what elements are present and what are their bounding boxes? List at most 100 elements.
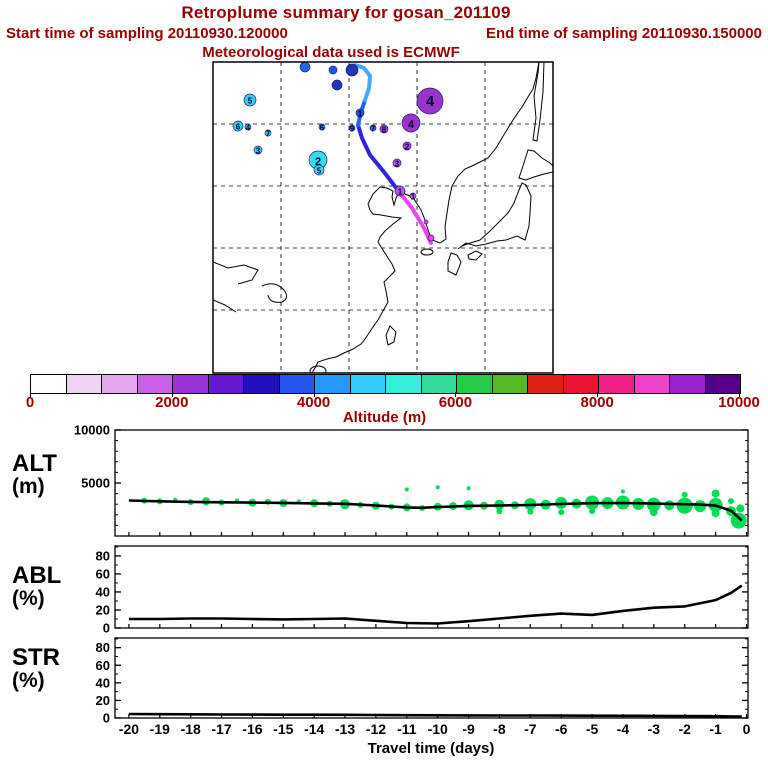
plume-marker	[345, 63, 359, 77]
colorbar-segment	[349, 375, 385, 393]
colorbar-segment	[491, 375, 527, 393]
residence-dot	[589, 508, 596, 515]
plume-marker	[416, 87, 444, 115]
panel-alt: 10000 5000	[74, 423, 749, 537]
residence-dot	[711, 509, 720, 518]
plume-marker-label: 2	[405, 143, 410, 152]
alt-label-text: ALT	[12, 450, 57, 477]
plume-marker	[299, 62, 311, 73]
coastline-northeast	[464, 62, 540, 170]
x-tick-label: -3	[648, 721, 661, 737]
panel-frame	[114, 429, 749, 537]
plume-marker-label: 4	[426, 93, 435, 110]
colorbar-segment	[136, 375, 172, 393]
river-line	[261, 283, 288, 303]
plume-marker	[244, 123, 252, 131]
residence-dot	[649, 508, 658, 517]
sampling-times: Start time of sampling 20110930.120000 E…	[6, 25, 762, 42]
x-tick-label: -2	[678, 721, 691, 737]
x-tick-label: -16	[242, 721, 262, 737]
y-tick-label: 0	[103, 621, 110, 636]
colorbar-segment	[65, 375, 101, 393]
plume-marker	[318, 123, 326, 131]
colorbar-segment	[385, 375, 421, 393]
residence-dot	[711, 489, 720, 498]
plume-marker-label: 6	[320, 124, 325, 133]
river-line	[213, 299, 237, 313]
x-tick-label: -10	[428, 721, 448, 737]
island-sakhalin	[532, 62, 545, 142]
plume-marker-label: 8	[382, 126, 387, 135]
colorbar-tick-label: 2000	[155, 394, 189, 411]
colorbar-title: Altitude (m)	[342, 409, 427, 426]
colorbar-segment	[669, 375, 705, 393]
y-tick-label: 80	[96, 548, 110, 563]
x-tick-label: -17	[211, 721, 231, 737]
plume-marker-label: 4	[246, 124, 251, 133]
island-shikoku	[467, 250, 483, 261]
colorbar-tick-label: 8000	[580, 394, 614, 411]
colorbar-segment	[420, 375, 456, 393]
altitude-colorbar	[30, 374, 741, 394]
colorbar-segment	[598, 375, 634, 393]
y-tick-label: 10000	[74, 423, 110, 438]
colorbar-segment	[278, 375, 314, 393]
x-tick-label: -14	[304, 721, 324, 737]
plume-marker	[348, 124, 356, 132]
alt-axis-label: ALT (m)	[12, 451, 57, 498]
plume-marker-label: 2	[315, 156, 321, 168]
y-tick-label: 5000	[81, 476, 110, 491]
figure-title: Retroplume summary for gosan_201109	[181, 3, 511, 22]
colorbar-segment	[243, 375, 279, 393]
island-kyushu	[447, 252, 462, 276]
x-tick-label: -8	[493, 721, 506, 737]
x-tick-label: -9	[462, 721, 475, 737]
x-axis-title: Travel time (days)	[368, 740, 495, 757]
str-axis-label: STR (%)	[12, 645, 60, 692]
plume-marker	[401, 113, 421, 133]
plume-marker-label: 7	[371, 125, 376, 134]
abl-line	[128, 584, 743, 625]
abl-unit-text: (%)	[12, 587, 45, 611]
colorbar-tickmark	[597, 392, 599, 397]
residence-dot	[466, 486, 471, 491]
plume-marker-label: 6	[236, 123, 241, 132]
residence-dot	[435, 485, 440, 490]
str-unit-text: (%)	[12, 669, 45, 693]
residence-dot	[664, 500, 675, 511]
x-tick-label: -7	[524, 721, 537, 737]
y-tick-label: 60	[96, 566, 110, 581]
island-taiwan	[385, 325, 397, 346]
residence-dot	[620, 489, 625, 494]
residence-dot	[496, 508, 503, 515]
plume-marker	[232, 120, 244, 132]
y-tick-label: 0	[103, 711, 110, 726]
residence-dot	[728, 498, 734, 504]
trajectory-segment	[353, 63, 372, 102]
colorbar-segment	[704, 375, 740, 393]
y-tick-label: 80	[96, 640, 110, 655]
plume-marker-label: 3	[395, 160, 400, 169]
abl-axis-label: ABL (%)	[12, 563, 61, 610]
colorbar-tickmark	[30, 392, 31, 397]
colorbar-segment	[314, 375, 350, 393]
plume-marker-label: 5	[248, 97, 253, 106]
island-hainan	[309, 365, 327, 373]
plume-marker-label: 1	[358, 110, 363, 119]
x-tick-label: -1	[709, 721, 722, 737]
colorbar-segment	[172, 375, 208, 393]
plume-marker	[355, 108, 365, 118]
plume-marker-label: 4	[408, 119, 415, 131]
trajectory-segment	[356, 123, 402, 195]
x-tick-label: -20	[119, 721, 139, 737]
plume-marker-label: 7	[266, 130, 271, 139]
island-honshu	[457, 182, 532, 250]
colorbar-tickmark	[739, 392, 740, 397]
panel-frame	[114, 545, 749, 629]
x-tick-label: -13	[335, 721, 355, 737]
residence-dot	[736, 504, 745, 513]
coastlines	[213, 62, 553, 373]
x-tick-label: -6	[555, 721, 568, 737]
